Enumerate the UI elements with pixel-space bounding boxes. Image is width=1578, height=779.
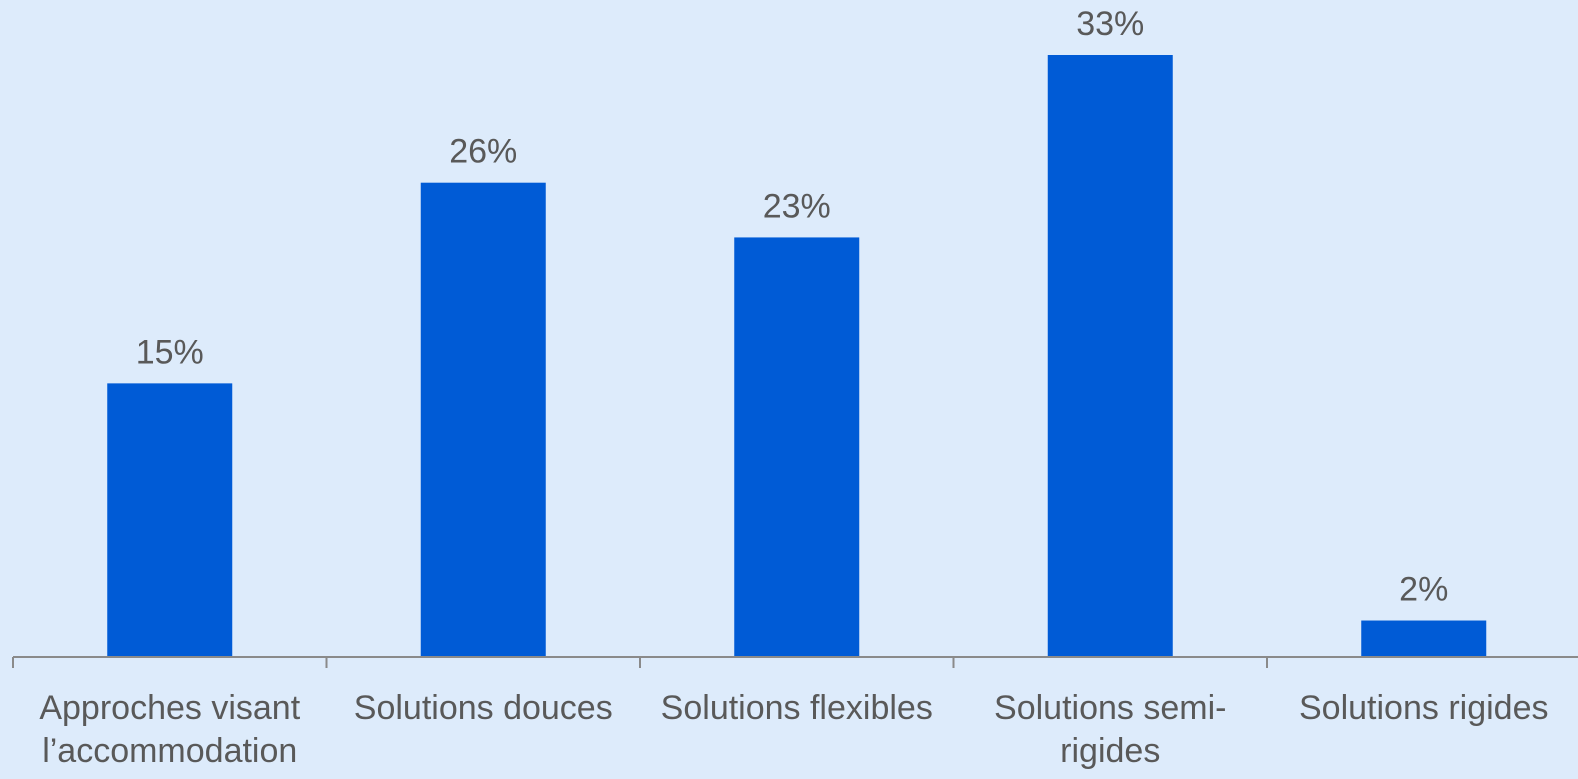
data-label: 26% [449,133,517,171]
category-label-line: Solutions semi- [994,689,1226,727]
category-label: Approches visant l’accommodation [39,689,300,770]
category-label-line: Solutions rigides [1299,689,1548,727]
bars [107,55,1487,658]
bar-solutions-douces [420,182,546,658]
x-axis [12,656,1578,668]
bar-solutions-flexibles [734,237,860,657]
bar-solutions-semi-rigides [1047,55,1173,657]
bar-solutions-rigides [1361,620,1487,657]
category-label-line: Solutions flexibles [661,689,933,727]
category-label: Solutions rigides [1299,689,1548,727]
category-label: Solutions douces [354,689,613,727]
data-label: 2% [1399,571,1448,609]
category-label: Solutions semi-rigides [994,689,1226,770]
category-labels: Approches visant l’accommodation Solutions… [39,689,1548,770]
data-label: 15% [136,333,204,371]
category-label-line: Solutions douces [354,689,613,727]
category-label-line: l’accommodation [42,732,297,770]
category-label-line: Approches visant [39,689,300,727]
category-label-line: rigides [1060,732,1160,770]
bar-approches-visant-l-accommodation [107,383,233,657]
data-label: 23% [763,187,831,225]
data-labels: 15% 26% 23% 33% 2% [136,5,1449,609]
category-label: Solutions flexibles [661,689,933,727]
data-label: 33% [1076,5,1144,43]
